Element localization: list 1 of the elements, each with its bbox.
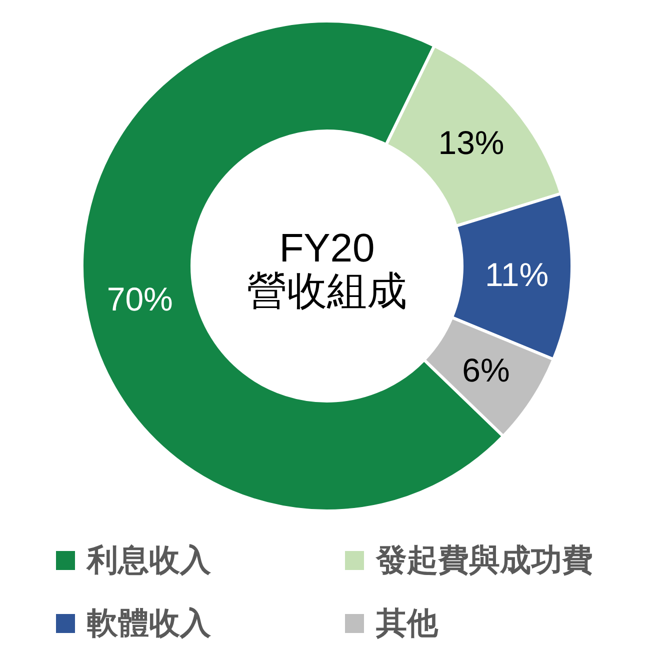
- title: FY20 營收組成: [247, 226, 407, 314]
